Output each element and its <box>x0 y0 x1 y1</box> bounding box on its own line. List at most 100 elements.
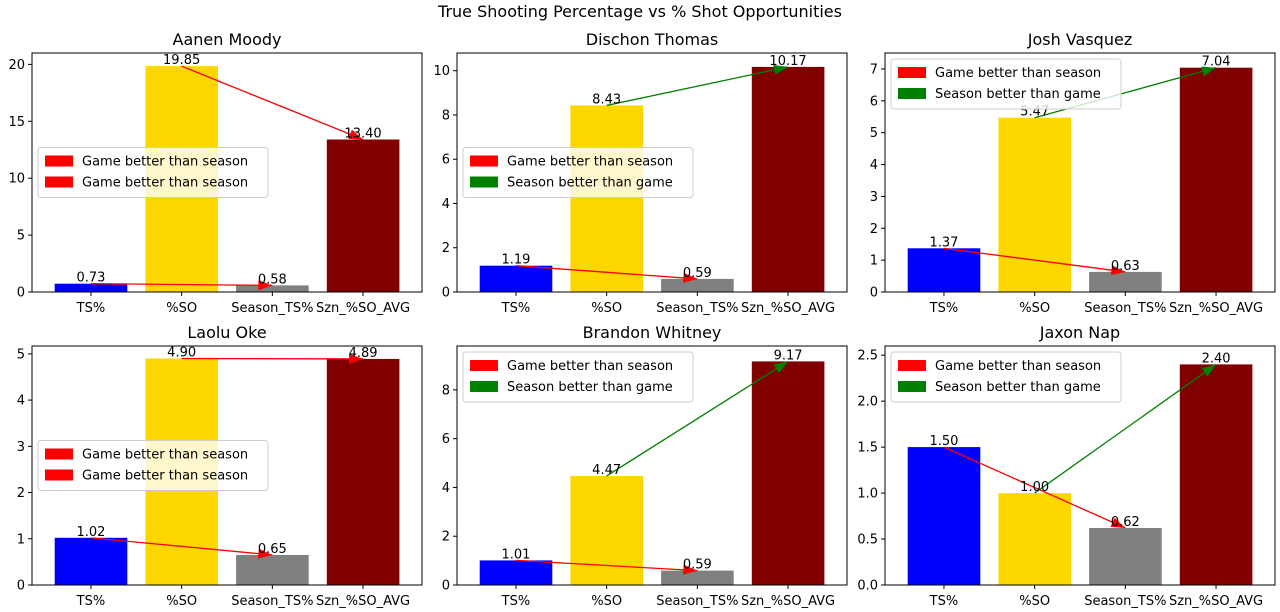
so-comparison-arrow-head <box>773 65 788 75</box>
y-tick-label: 8 <box>442 108 450 123</box>
bar-1 <box>907 447 981 585</box>
x-tick-label: Szn_%SO_AVG <box>1169 594 1263 609</box>
subplot-title: Josh Vasquez <box>1027 30 1132 49</box>
ts-comparison-arrow <box>515 265 698 283</box>
ts-comparison-arrow <box>943 247 1126 276</box>
subplot-5: Brandon Whitney 0 2 4 6 8 TS% %SO Season_TS% Szn_… <box>442 323 848 609</box>
legend-swatch <box>898 360 926 371</box>
x-tick-label: %SO <box>166 594 197 609</box>
legend-label: Season better than game <box>935 87 1101 102</box>
data-label: 9.17 <box>774 348 803 363</box>
y-tick-label: 2.0 <box>857 395 878 410</box>
x-tick-label: Szn_%SO_AVG <box>316 301 410 316</box>
bar-1 <box>54 537 128 585</box>
bar-3 <box>236 555 309 585</box>
subplot-1: Aanen Moody 0 5 10 15 20 TS% %SO Season_TS% Szn_%… <box>8 30 423 316</box>
legend-swatch <box>898 67 926 78</box>
data-label: 8.43 <box>592 92 621 107</box>
x-tick-label: Szn_%SO_AVG <box>741 594 835 609</box>
y-tick-label: 4 <box>442 197 450 212</box>
x-tick-label: Season_TS% <box>1084 301 1166 316</box>
so-comparison-arrow-shaft <box>606 66 789 107</box>
so-comparison-arrow-head <box>349 353 363 364</box>
legend-label: Season better than game <box>935 380 1101 395</box>
y-tick-label: 5 <box>17 347 25 362</box>
legend-box <box>462 351 694 403</box>
y-tick-label: 2 <box>17 486 25 501</box>
bar-2 <box>570 476 643 585</box>
legend-label: Game better than season <box>82 448 248 463</box>
y-tick-label: 3 <box>17 440 25 455</box>
x-tick-label: TS% <box>929 301 959 316</box>
so-comparison-arrow-shaft <box>606 360 789 477</box>
x-tick-label: Season_TS% <box>656 594 738 609</box>
ts-comparison-arrow-shaft <box>943 446 1126 529</box>
data-label: 1.19 <box>501 253 530 268</box>
ts-comparison-arrow <box>515 559 698 575</box>
y-tick-label: 6 <box>870 94 878 109</box>
bar-4 <box>326 139 400 292</box>
x-tick-label: Season_TS% <box>1084 594 1166 609</box>
y-tick-label: 1.5 <box>857 441 878 456</box>
y-tick-label: 1 <box>870 254 878 269</box>
subplot-4: Laolu Oke 0 1 2 3 4 5 TS% %SO Season_TS% Szn_%SO_A… <box>17 323 423 609</box>
y-tick-label: 0 <box>442 286 450 301</box>
data-label: 1.37 <box>929 235 958 250</box>
x-tick-label: %SO <box>166 301 197 316</box>
y-tick-label: 15 <box>8 115 25 130</box>
plot-frame <box>31 345 423 586</box>
legend-label: Game better than season <box>82 176 248 191</box>
legend-swatch <box>45 469 73 481</box>
data-label: 7.04 <box>1202 55 1231 70</box>
ts-comparison-arrow <box>90 280 273 291</box>
ts-comparison-arrow <box>943 446 1126 529</box>
subplot-title: Brandon Whitney <box>583 323 722 342</box>
bar-2 <box>570 105 643 293</box>
bar-4 <box>751 361 825 585</box>
legend: Game better than season Season better tha… <box>890 351 1122 403</box>
y-tick-label: 0 <box>442 579 450 594</box>
bar-2 <box>998 493 1071 585</box>
legend-swatch <box>898 88 926 99</box>
legend-swatch <box>898 381 926 392</box>
y-tick-label: 2 <box>442 241 450 256</box>
subplot-title: Dischon Thomas <box>586 30 718 49</box>
so-comparison-arrow-head <box>1201 66 1216 77</box>
legend-swatch <box>45 448 73 460</box>
legend-label: Game better than season <box>507 155 673 170</box>
y-tick-label: 6 <box>442 432 450 447</box>
data-label: 1.01 <box>501 547 530 562</box>
legend-box <box>890 58 1122 110</box>
legend-label: Game better than season <box>82 469 248 484</box>
so-comparison-arrow-shaft <box>181 65 364 141</box>
y-tick-label: 3 <box>870 190 878 205</box>
legend-box <box>37 440 269 491</box>
x-tick-label: Season_TS% <box>231 301 313 316</box>
y-tick-label: 0.0 <box>857 579 878 594</box>
legend-swatch <box>45 176 73 188</box>
y-tick-label: 10 <box>8 172 25 187</box>
legend: Game better than season Season better tha… <box>462 147 694 198</box>
ts-comparison-arrow-head <box>257 548 273 559</box>
legend-box <box>462 147 694 198</box>
legend: Game better than season Season better tha… <box>890 58 1122 110</box>
legend-label: Season better than game <box>507 380 673 395</box>
data-label: 1.00 <box>1020 480 1049 495</box>
x-tick-label: Szn_%SO_AVG <box>316 594 410 609</box>
bar-4 <box>1179 364 1253 585</box>
ts-comparison-arrow-shaft <box>515 265 698 280</box>
ts-comparison-arrow-head <box>1110 517 1126 528</box>
plot-frame <box>456 52 848 293</box>
so-comparison-arrow <box>181 353 364 364</box>
y-tick-label: 6 <box>442 153 450 168</box>
data-label: 1.50 <box>929 434 958 449</box>
data-label: 0.65 <box>258 542 287 557</box>
x-tick-label: TS% <box>501 301 531 316</box>
y-tick-label: 10 <box>433 64 450 79</box>
bar-1 <box>479 265 553 292</box>
ts-comparison-arrow-shaft <box>90 283 273 287</box>
data-label: 2.40 <box>1202 351 1231 366</box>
y-tick-label: 4 <box>870 158 878 173</box>
so-comparison-arrow <box>606 360 789 477</box>
